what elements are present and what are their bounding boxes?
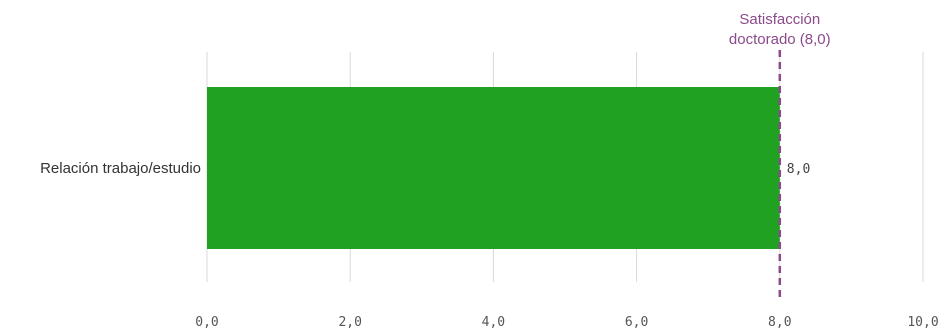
bar <box>207 87 780 249</box>
x-tick-label: 10,0 <box>907 315 938 330</box>
bars <box>207 87 780 249</box>
x-tick-label: 6,0 <box>625 315 648 330</box>
x-tick-label: 4,0 <box>482 315 505 330</box>
category-label: Relación trabajo/estudio <box>40 160 201 177</box>
labels: 0,0 2,0 4,0 6,0 8,0 10,0 Relación trabajo/estu… <box>40 160 939 330</box>
x-tick-label: 2,0 <box>338 315 361 330</box>
reference-line-label: doctorado (8,0) <box>729 31 831 48</box>
data-label: 8,0 <box>787 162 810 177</box>
reference-line-label: Satisfacción <box>739 11 820 28</box>
x-tick-label: 8,0 <box>768 315 791 330</box>
reference-line-group: Satisfacción doctorado (8,0) <box>729 11 831 300</box>
x-tick-label: 0,0 <box>195 315 218 330</box>
